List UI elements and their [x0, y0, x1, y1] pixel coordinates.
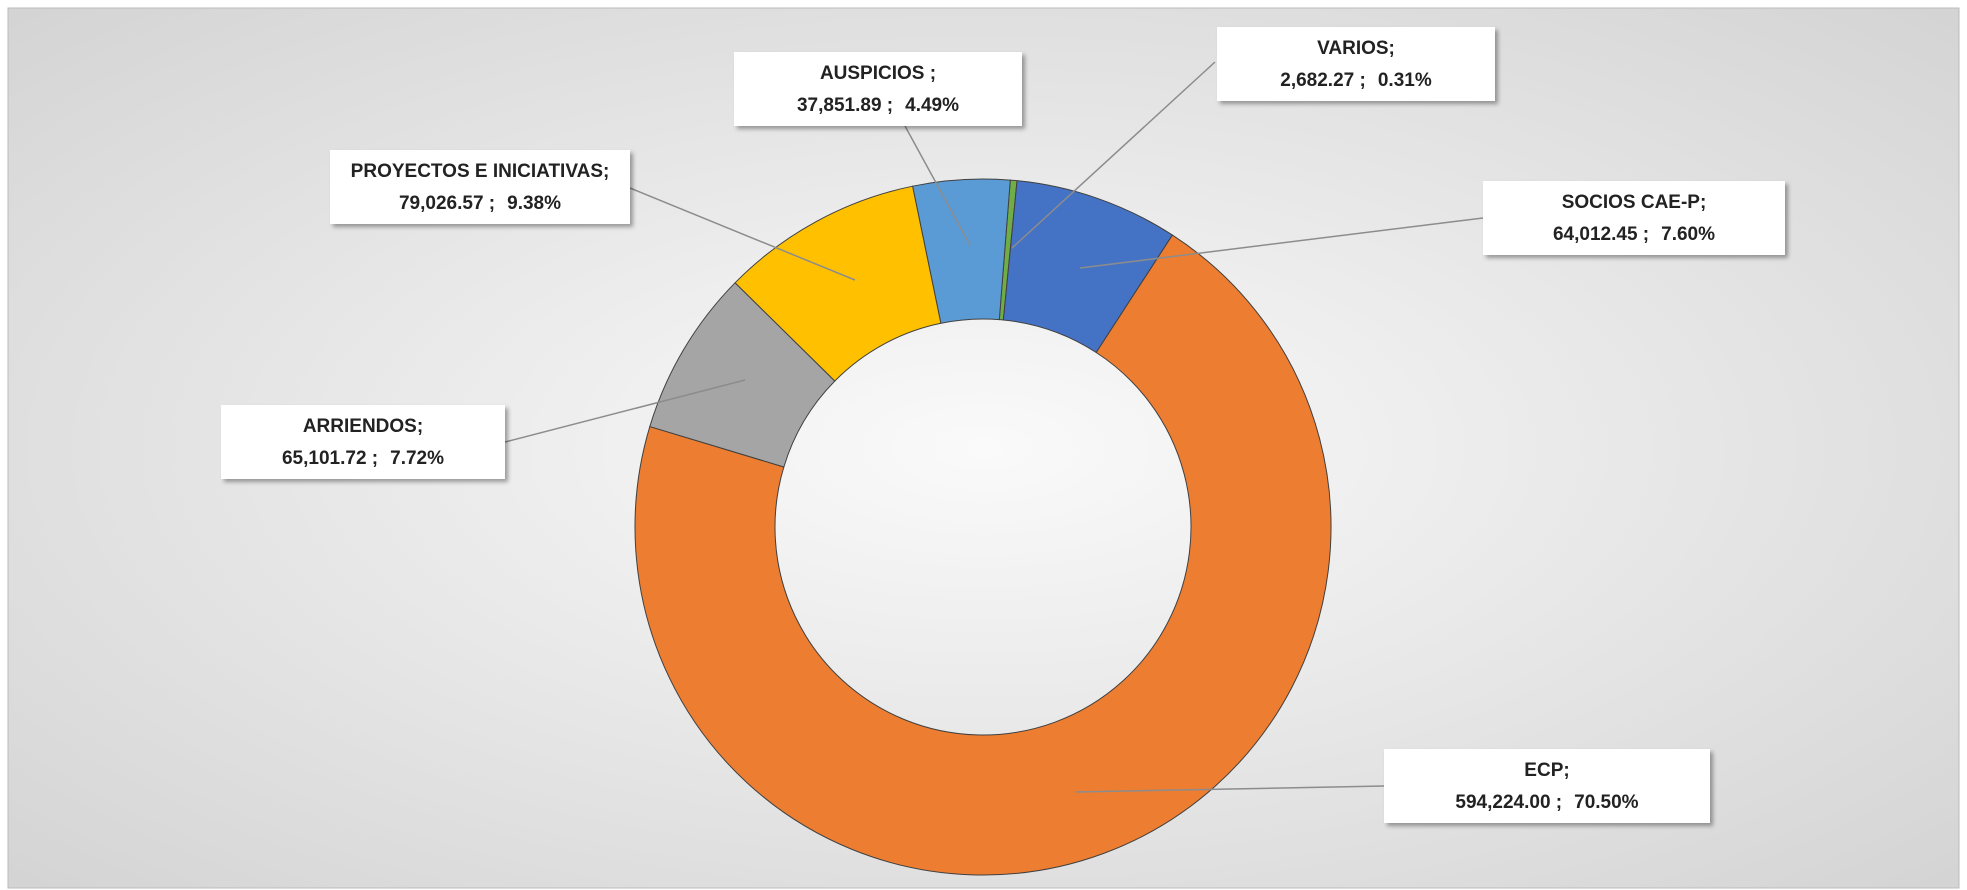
label-values: 64,012.45 ; 7.60% — [1553, 224, 1715, 245]
label-values: 37,851.89 ; 4.49% — [797, 95, 959, 116]
label-value: 64,012.45 ; — [1553, 224, 1649, 245]
data-label: ARRIENDOS; 65,101.72 ; 7.72% — [221, 405, 505, 479]
label-value: 37,851.89 ; — [797, 95, 893, 116]
label-values: 79,026.57 ; 9.38% — [399, 193, 561, 214]
label-box — [1384, 749, 1710, 823]
label-percent: 0.31% — [1378, 70, 1432, 91]
label-value: 65,101.72 ; — [282, 448, 378, 469]
leader-line — [1074, 785, 1385, 793]
label-value: 594,224.00 ; — [1455, 792, 1562, 813]
label-category: PROYECTOS E INICIATIVAS; — [351, 161, 610, 182]
data-label: ECP; 594,224.00 ; 70.50% — [1384, 749, 1710, 823]
leader-line — [504, 379, 746, 443]
label-category: AUSPICIOS ; — [820, 63, 936, 84]
data-label: AUSPICIOS ; 37,851.89 ; 4.49% — [734, 52, 1022, 126]
label-values: 65,101.72 ; 7.72% — [282, 448, 444, 469]
label-values: 594,224.00 ; 70.50% — [1455, 792, 1638, 813]
donut-slice — [634, 234, 1332, 876]
label-box — [1483, 181, 1785, 255]
donut-slice — [912, 178, 1011, 324]
data-label: VARIOS; 2,682.27 ; 0.31% — [1217, 27, 1495, 101]
label-category: ECP; — [1524, 760, 1569, 781]
label-category: ARRIENDOS; — [303, 416, 423, 437]
label-values: 2,682.27 ; 0.31% — [1280, 70, 1432, 91]
label-percent: 7.72% — [390, 448, 444, 469]
label-percent: 7.60% — [1661, 224, 1715, 245]
label-box — [330, 150, 630, 224]
label-percent: 70.50% — [1574, 792, 1639, 813]
label-box — [734, 52, 1022, 126]
leader-line — [1011, 61, 1216, 249]
label-percent: 4.49% — [905, 95, 959, 116]
label-category: VARIOS; — [1317, 38, 1395, 59]
label-box — [221, 405, 505, 479]
data-label: PROYECTOS E INICIATIVAS; 79,026.57 ; 9.38% — [330, 150, 630, 224]
label-percent: 9.38% — [507, 193, 561, 214]
label-category: SOCIOS CAE-P; — [1562, 192, 1707, 213]
leader-line — [629, 187, 856, 281]
leader-line — [904, 125, 971, 246]
data-label: SOCIOS CAE-P; 64,012.45 ; 7.60% — [1483, 181, 1785, 255]
label-value: 2,682.27 ; — [1280, 70, 1366, 91]
label-value: 79,026.57 ; — [399, 193, 495, 214]
label-box — [1217, 27, 1495, 101]
leader-line — [1079, 217, 1484, 269]
